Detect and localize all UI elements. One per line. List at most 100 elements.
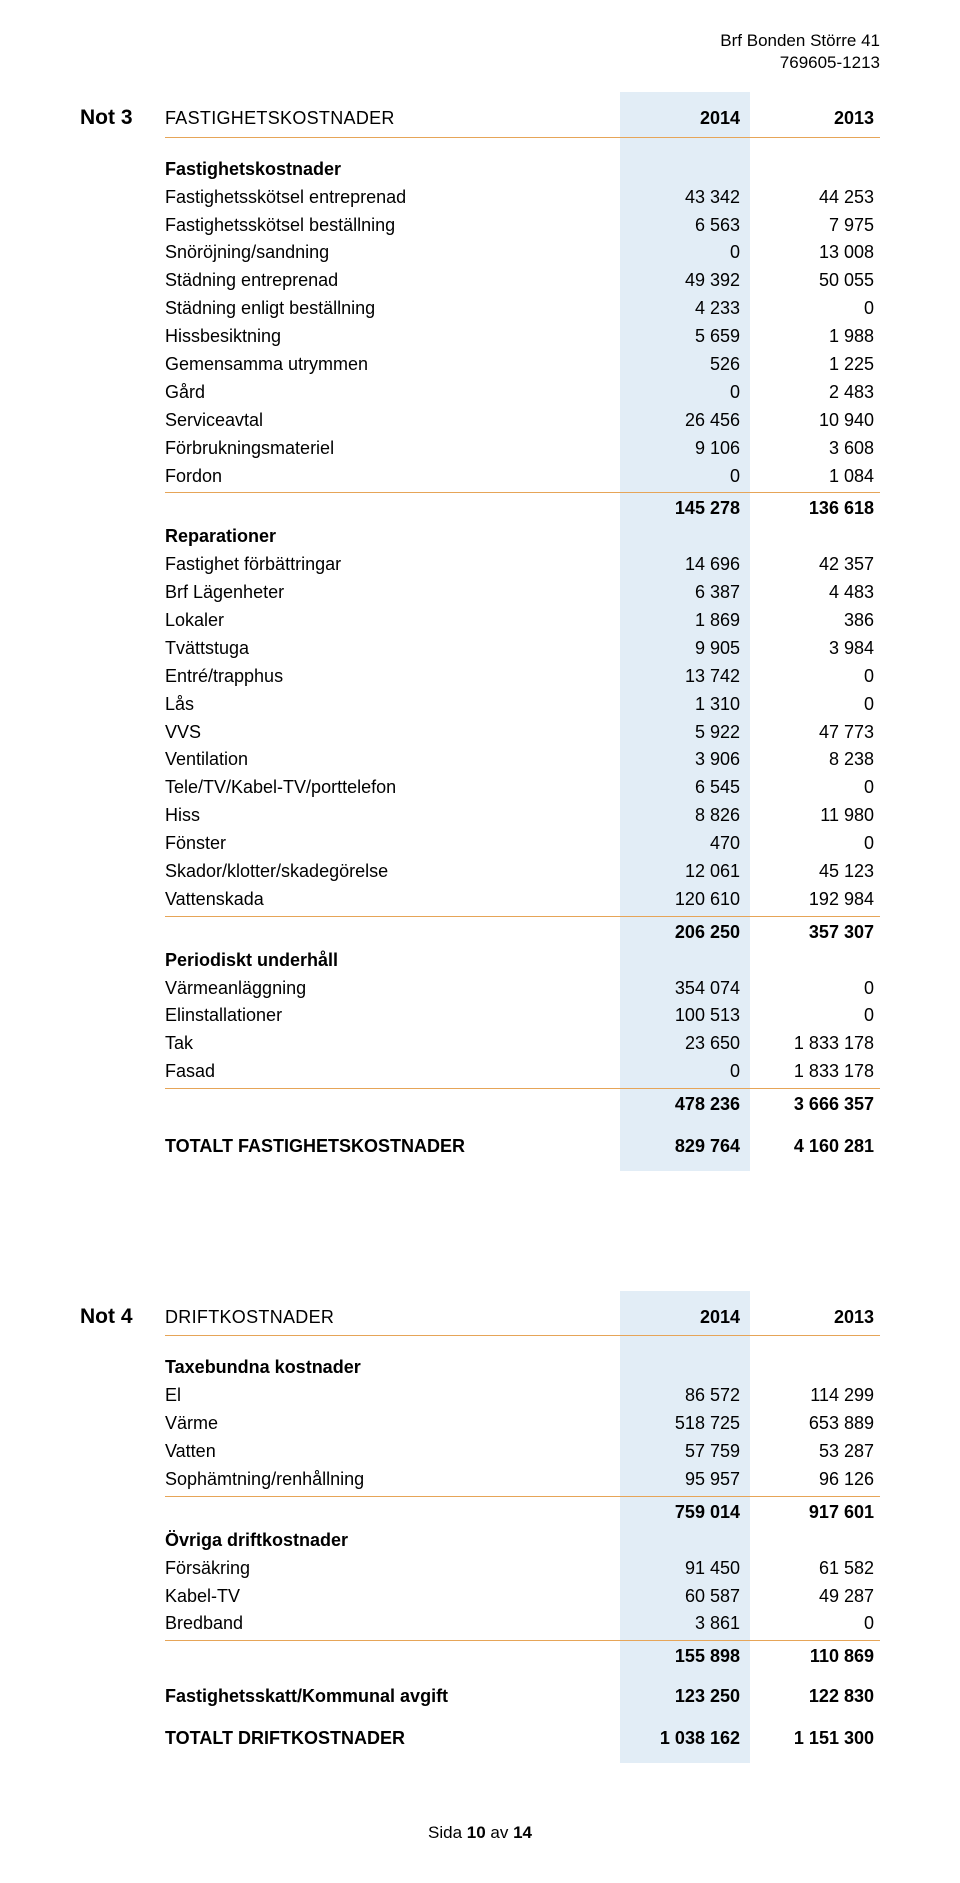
note4-total-row: TOTALT DRIFTKOSTNADER 1 038 162 1 151 30…	[80, 1725, 880, 1753]
value-2014: 0	[620, 239, 750, 267]
value-2013: 0	[750, 691, 880, 719]
subtotal-2013: 357 307	[750, 919, 880, 947]
data-row: Fönster4700	[80, 830, 880, 858]
value-2014: 9 106	[620, 435, 750, 463]
row-label: Sophämtning/renhållning	[165, 1466, 620, 1494]
value-2013: 386	[750, 607, 880, 635]
value-2013: 53 287	[750, 1438, 880, 1466]
value-2014: 526	[620, 351, 750, 379]
data-row: Förbrukningsmateriel9 1063 608	[80, 435, 880, 463]
value-2014: 0	[620, 463, 750, 491]
value-2013: 7 975	[750, 212, 880, 240]
data-row: Försäkring91 45061 582	[80, 1555, 880, 1583]
data-row: Fastighet förbättringar14 69642 357	[80, 551, 880, 579]
row-label: Gemensamma utrymmen	[165, 351, 620, 379]
note3-title-row: Not 3 FASTIGHETSKOSTNADER 2014 2013	[80, 102, 880, 135]
note4-total-2014: 1 038 162	[620, 1725, 750, 1753]
rule	[165, 137, 880, 138]
note4-title: DRIFTKOSTNADER	[165, 1304, 620, 1332]
data-row: Hiss8 82611 980	[80, 802, 880, 830]
note3-total-label: TOTALT FASTIGHETSKOSTNADER	[165, 1133, 620, 1161]
subtotal-2013: 917 601	[750, 1499, 880, 1527]
data-row: Städning enligt beställning4 2330	[80, 295, 880, 323]
value-2013: 2 483	[750, 379, 880, 407]
row-label: Snöröjning/sandning	[165, 239, 620, 267]
data-row: Städning entreprenad49 39250 055	[80, 267, 880, 295]
footer-total: 14	[513, 1823, 532, 1842]
data-row: Gård02 483	[80, 379, 880, 407]
data-row: VVS5 92247 773	[80, 719, 880, 747]
data-row: Brf Lägenheter6 3874 483	[80, 579, 880, 607]
footer-prefix: Sida	[428, 1823, 467, 1842]
col-header-2014: 2014	[620, 1304, 750, 1332]
note4-standalone-2014: 123 250	[620, 1683, 750, 1711]
data-row: Tele/TV/Kabel-TV/porttelefon6 5450	[80, 774, 880, 802]
org-number: 769605-1213	[80, 52, 880, 74]
data-row: Vattenskada120 610192 984	[80, 886, 880, 914]
row-label: Vattenskada	[165, 886, 620, 914]
value-2014: 518 725	[620, 1410, 750, 1438]
section-heading-row: Övriga driftkostnader	[80, 1527, 880, 1555]
value-2014: 354 074	[620, 975, 750, 1003]
value-2013: 1 833 178	[750, 1058, 880, 1086]
value-2014: 9 905	[620, 635, 750, 663]
row-label: Lokaler	[165, 607, 620, 635]
subtotal-row: 478 2363 666 357	[80, 1091, 880, 1119]
row-label: Tele/TV/Kabel-TV/porttelefon	[165, 774, 620, 802]
value-2014: 23 650	[620, 1030, 750, 1058]
data-row: Fordon01 084	[80, 463, 880, 491]
subtotal-row: 155 898110 869	[80, 1643, 880, 1671]
data-row: Sophämtning/renhållning95 95796 126	[80, 1466, 880, 1494]
value-2014: 0	[620, 1058, 750, 1086]
data-row: Värme518 725653 889	[80, 1410, 880, 1438]
data-row: Tvättstuga9 9053 984	[80, 635, 880, 663]
section-heading-row: Fastighetskostnader	[80, 156, 880, 184]
value-2014: 5 659	[620, 323, 750, 351]
rule	[165, 1088, 880, 1089]
value-2013: 0	[750, 830, 880, 858]
value-2013: 50 055	[750, 267, 880, 295]
note3-block: Not 3 FASTIGHETSKOSTNADER 2014 2013 Fast…	[80, 102, 880, 1161]
row-label: Ventilation	[165, 746, 620, 774]
value-2014: 0	[620, 379, 750, 407]
value-2013: 10 940	[750, 407, 880, 435]
data-row: Bredband3 8610	[80, 1610, 880, 1638]
note3-total-row: TOTALT FASTIGHETSKOSTNADER 829 764 4 160…	[80, 1133, 880, 1161]
value-2014: 470	[620, 830, 750, 858]
rule	[165, 492, 880, 493]
section-heading: Periodiskt underhåll	[165, 947, 620, 975]
row-label: Värme	[165, 1410, 620, 1438]
value-2013: 4 483	[750, 579, 880, 607]
value-2014: 86 572	[620, 1382, 750, 1410]
value-2013: 0	[750, 774, 880, 802]
note4-title-row: Not 4 DRIFTKOSTNADER 2014 2013	[80, 1301, 880, 1334]
value-2013: 0	[750, 663, 880, 691]
data-row: Lås1 3100	[80, 691, 880, 719]
value-2014: 57 759	[620, 1438, 750, 1466]
row-label: Fordon	[165, 463, 620, 491]
row-label: Försäkring	[165, 1555, 620, 1583]
org-name: Brf Bonden Större 41	[80, 30, 880, 52]
note3-total-2014: 829 764	[620, 1133, 750, 1161]
value-2013: 114 299	[750, 1382, 880, 1410]
value-2013: 3 984	[750, 635, 880, 663]
subtotal-2014: 206 250	[620, 919, 750, 947]
note4-total-label: TOTALT DRIFTKOSTNADER	[165, 1725, 620, 1753]
section-heading: Fastighetskostnader	[165, 156, 620, 184]
subtotal-2014: 759 014	[620, 1499, 750, 1527]
value-2014: 95 957	[620, 1466, 750, 1494]
subtotal-row: 759 014917 601	[80, 1499, 880, 1527]
row-label: El	[165, 1382, 620, 1410]
value-2013: 44 253	[750, 184, 880, 212]
data-row: Hissbesiktning5 6591 988	[80, 323, 880, 351]
value-2014: 14 696	[620, 551, 750, 579]
subtotal-2014: 478 236	[620, 1091, 750, 1119]
subtotal-row: 206 250357 307	[80, 919, 880, 947]
value-2014: 12 061	[620, 858, 750, 886]
subtotal-2014: 155 898	[620, 1643, 750, 1671]
rule	[165, 916, 880, 917]
row-label: Städning entreprenad	[165, 267, 620, 295]
section-heading: Reparationer	[165, 523, 620, 551]
value-2013: 0	[750, 1002, 880, 1030]
data-row: Fastighetsskötsel entreprenad43 34244 25…	[80, 184, 880, 212]
